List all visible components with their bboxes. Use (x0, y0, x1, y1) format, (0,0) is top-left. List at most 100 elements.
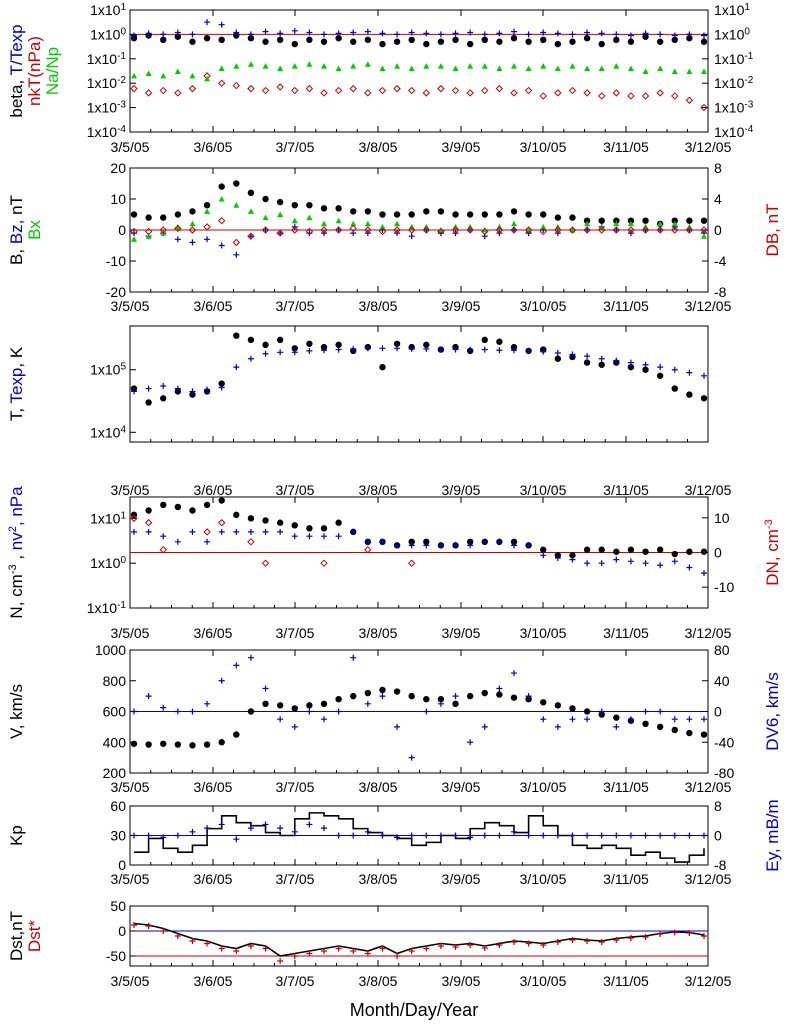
data-point (511, 220, 517, 227)
data-point (452, 346, 459, 353)
data-point (306, 708, 313, 715)
data-point (262, 945, 269, 952)
data-point (364, 950, 371, 957)
y2-tick-label: 1x101 (714, 2, 750, 19)
data-point (350, 345, 357, 352)
plot-frame (129, 905, 709, 967)
data-point (423, 341, 430, 349)
data-point (671, 36, 678, 44)
data-point (524, 226, 533, 234)
data-point (408, 542, 415, 549)
data-point (642, 366, 649, 373)
data-point (452, 542, 459, 549)
data-point (130, 211, 138, 218)
data-point (569, 552, 576, 559)
data-point (174, 211, 182, 218)
data-point (525, 693, 532, 700)
data-point (217, 519, 226, 527)
data-point (525, 31, 532, 38)
data-point (657, 220, 664, 227)
y2-tick-label: 1x10-2 (714, 75, 754, 92)
data-point (247, 189, 255, 196)
y-tick-label: 1x101 (90, 510, 126, 527)
data-point (612, 89, 621, 97)
y2-tick-label: 10 (714, 510, 730, 526)
data-point (233, 364, 240, 371)
data-point (233, 180, 240, 187)
data-point (247, 233, 254, 240)
data-point (496, 942, 503, 948)
data-point (233, 662, 240, 669)
data-point (423, 538, 430, 546)
data-point (511, 670, 517, 677)
y2-tick-label: -8 (714, 857, 727, 873)
x-tick-label: 3/9/05 (442, 298, 481, 314)
data-point (350, 692, 357, 700)
data-point (671, 716, 678, 723)
data-point (407, 86, 416, 95)
data-point (598, 40, 605, 48)
y-tick-label: 1x10-1 (87, 600, 127, 617)
data-point (204, 236, 211, 243)
data-point (569, 705, 576, 712)
data-point (554, 65, 561, 72)
data-point (700, 217, 708, 224)
data-point (685, 96, 694, 104)
x-tick-label: 3/8/05 (359, 625, 398, 641)
data-point (467, 29, 474, 36)
data-point (160, 36, 167, 44)
data-point (437, 208, 445, 215)
data-point (452, 36, 459, 44)
data-point (321, 716, 327, 723)
x-tick-label: 3/10/05 (520, 973, 567, 989)
data-point (145, 30, 152, 37)
data-point (437, 31, 444, 38)
data-point (306, 525, 313, 532)
data-point (540, 699, 547, 706)
data-point (554, 832, 561, 839)
data-point (160, 382, 167, 389)
y2-tick-label: 1x10-3 (714, 99, 754, 116)
data-point (408, 832, 415, 839)
data-point (423, 945, 430, 952)
data-point (159, 545, 167, 554)
data-point (525, 542, 532, 549)
data-point (408, 65, 415, 72)
data-point (364, 208, 372, 215)
data-point (247, 943, 254, 949)
data-point (379, 832, 386, 839)
data-point (174, 741, 182, 748)
data-point (203, 202, 211, 209)
data-point (657, 708, 664, 715)
data-point (335, 346, 342, 353)
y2-tick-label: 4 (714, 191, 722, 207)
x-tick-label: 3/5/05 (111, 973, 150, 989)
data-point (452, 693, 459, 700)
data-point (511, 542, 517, 549)
data-point (481, 346, 488, 353)
data-point (613, 36, 620, 44)
data-point (335, 227, 342, 233)
data-point (145, 214, 152, 221)
data-point (291, 217, 298, 224)
data-point (511, 227, 517, 233)
data-point (131, 832, 137, 839)
x-tick-label: 3/12/05 (685, 625, 732, 641)
series-2 (131, 922, 707, 964)
y2-tick-label: -40 (714, 734, 734, 750)
data-point (218, 65, 225, 72)
data-point (686, 716, 693, 723)
data-point (642, 934, 649, 940)
y2-tick-label: 40 (714, 673, 730, 689)
data-point (496, 347, 503, 354)
data-point (394, 220, 401, 227)
data-point (262, 700, 269, 708)
axis-label: B, Bz, nT (7, 195, 26, 265)
data-point (320, 700, 328, 708)
data-point (554, 40, 562, 48)
y-tick-label: 1x10-3 (87, 99, 127, 116)
data-point (656, 546, 664, 553)
data-point (233, 29, 240, 36)
x-tick-label: 3/10/05 (520, 625, 567, 641)
data-point (466, 89, 474, 97)
